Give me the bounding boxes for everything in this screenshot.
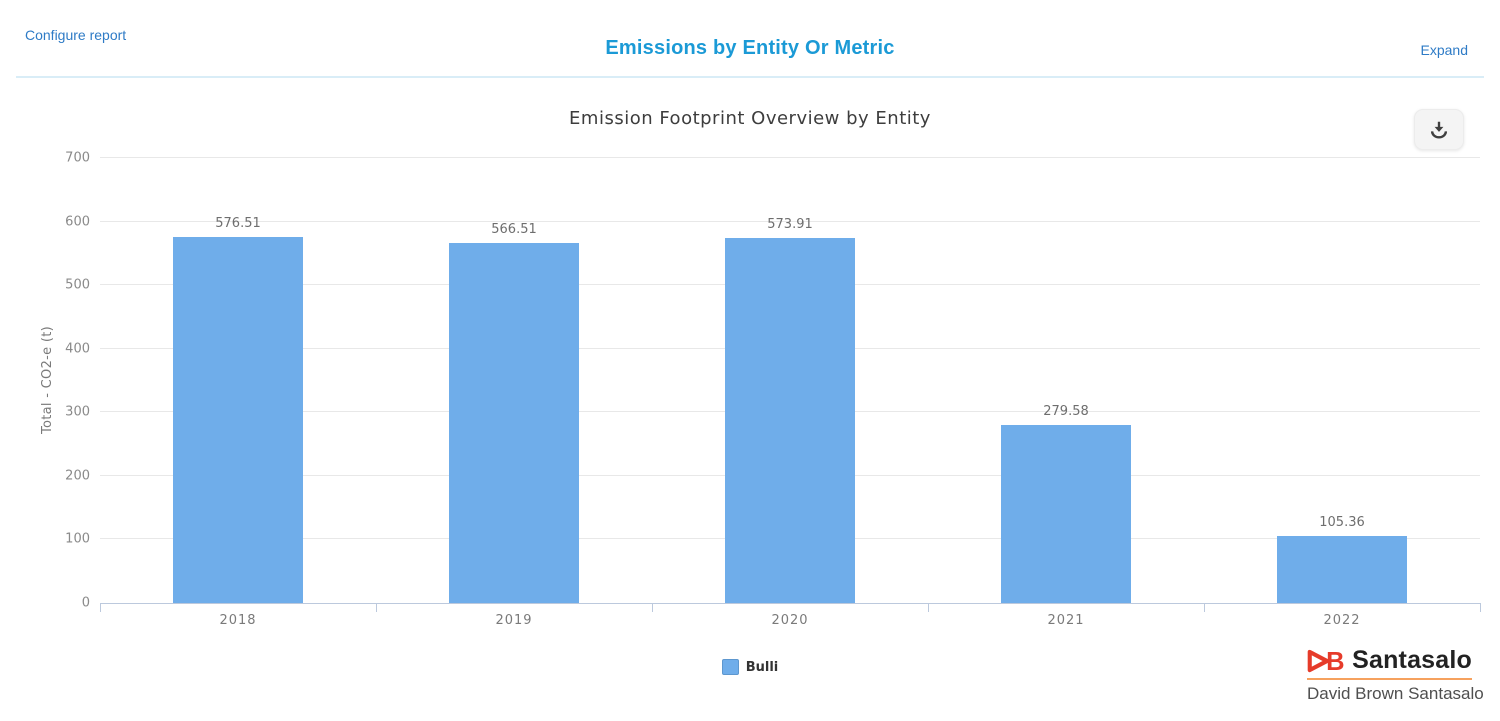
logo-brand-text: Santasalo [1352, 646, 1472, 674]
legend: Bulli [0, 659, 1500, 675]
page-title: Emissions by Entity Or Metric [605, 37, 895, 59]
y-tick-label: 500 [65, 277, 90, 293]
x-axis-labels: 2018 2019 2020 2021 2022 [100, 613, 1480, 635]
legend-swatch [721, 659, 739, 675]
x-tick-label: 2020 [771, 613, 809, 628]
bar-2020[interactable]: 573.91 [725, 217, 855, 603]
svg-text:B: B [1326, 648, 1344, 675]
x-axis-tick [652, 603, 653, 612]
logo-rule [1307, 678, 1472, 680]
y-tick-label: 400 [65, 341, 90, 357]
expand-link[interactable]: Expand [1420, 42, 1468, 58]
bar-2018[interactable]: 576.51 [173, 216, 303, 603]
db-monogram-icon: B [1307, 648, 1345, 675]
bar-value-label: 279.58 [1043, 404, 1089, 420]
x-axis-tick [100, 603, 101, 612]
download-icon [1430, 121, 1448, 139]
y-tick-label: 100 [65, 531, 90, 547]
x-axis-tick [1204, 603, 1205, 612]
y-tick-label: 200 [65, 468, 90, 484]
x-tick-label: 2022 [1323, 613, 1361, 628]
header-divider [16, 76, 1484, 78]
y-tick-label: 600 [65, 214, 90, 230]
logo-subtitle: David Brown Santasalo [1307, 684, 1484, 703]
legend-item-bulli[interactable]: Bulli [721, 659, 779, 675]
y-tick-label: 700 [65, 150, 90, 166]
download-button[interactable] [1414, 109, 1464, 150]
bar-2021[interactable]: 279.58 [1001, 404, 1131, 603]
bar-value-label: 573.91 [767, 217, 813, 233]
bar-2022[interactable]: 105.36 [1277, 515, 1407, 603]
x-axis-tick [1480, 603, 1481, 612]
gridline [100, 157, 1480, 158]
y-tick-label: 0 [81, 595, 90, 611]
bar-value-label: 576.51 [215, 215, 261, 231]
legend-label: Bulli [745, 659, 779, 675]
x-axis-tick [928, 603, 929, 612]
x-tick-label: 2019 [495, 613, 533, 628]
x-tick-label: 2021 [1047, 613, 1085, 628]
bar-value-label: 105.36 [1319, 515, 1365, 531]
bar-2019[interactable]: 566.51 [449, 222, 579, 603]
bar-value-label: 566.51 [491, 221, 537, 237]
gridline [100, 220, 1480, 222]
x-tick-label: 2018 [219, 613, 257, 628]
y-axis-ticks: 0 100 200 300 400 500 600 700 [0, 151, 90, 611]
santasalo-logo: B Santasalo David Brown Santasalo [1307, 646, 1484, 704]
configure-report-link[interactable]: Configure report [25, 27, 127, 43]
logo-row: B Santasalo [1307, 646, 1472, 675]
x-axis-tick [376, 603, 377, 612]
y-tick-label: 300 [65, 404, 90, 420]
plot-area: 576.51 566.51 573.91 279.58 105.36 [100, 157, 1481, 612]
chart-title: Emission Footprint Overview by Entity [569, 108, 931, 129]
